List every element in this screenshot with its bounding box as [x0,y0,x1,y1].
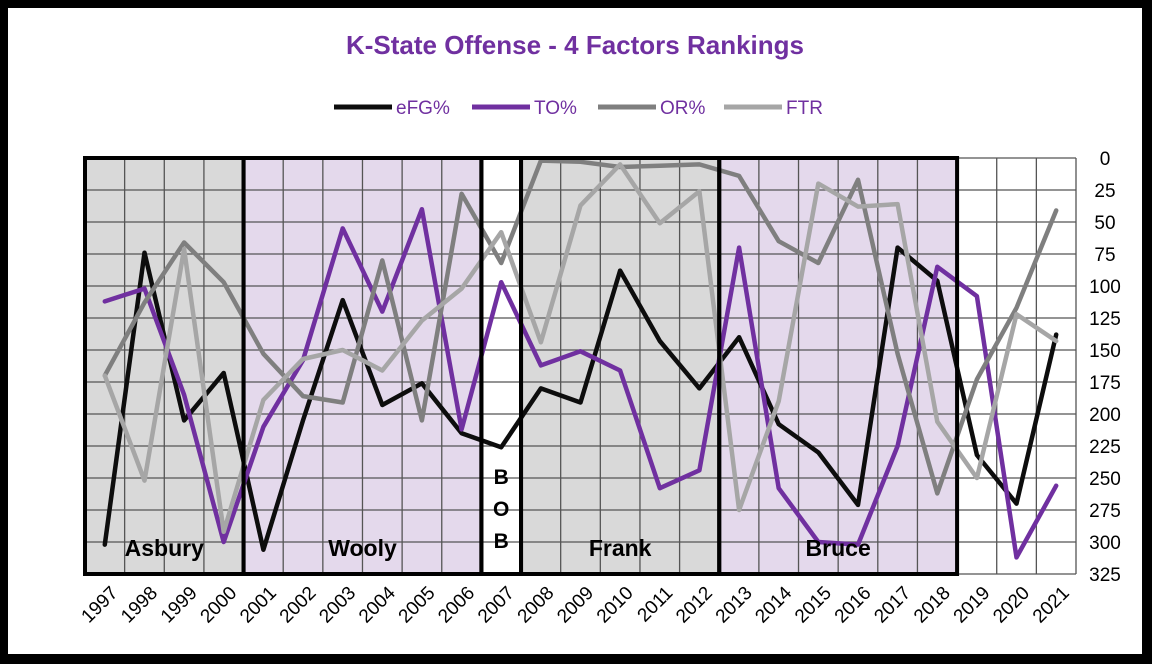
x-tick-label-2003: 2003 [315,583,360,628]
x-tick-label-2000: 2000 [197,583,242,628]
era-label-0: Asbury [125,535,204,561]
x-tick-label-2011: 2011 [634,583,678,627]
x-tick-label-2019: 2019 [950,583,995,628]
series-line-to [102,206,1059,560]
series-line-or [102,158,1059,496]
series-lines [102,158,1059,560]
legend-item-efg: eFG% [334,98,450,119]
gridlines [84,157,1077,575]
x-tick-label-2002: 2002 [276,583,321,628]
x-tick-label-2005: 2005 [395,583,440,628]
y-tick-label-2: 50 [1094,213,1115,234]
x-tick-label-2013: 2013 [712,583,757,628]
y-tick-label-0: 0 [1100,149,1111,170]
y-tick-label-11: 275 [1089,501,1121,522]
y-tick-label-12: 300 [1089,533,1121,554]
y-axis-ticks: 0 25 50 75 100 125 150 175 200 225 250 275 300 325 [1089,149,1121,586]
x-tick-label-2018: 2018 [910,583,955,628]
x-tick-label-2008: 2008 [514,583,559,628]
x-tick-label-2004: 2004 [355,582,400,627]
legend-label-to: TO% [534,98,577,119]
x-tick-label-1998: 1998 [117,583,162,628]
era-labels: Asbury Wooly B O B Frank Bruce [125,466,871,561]
x-tick-label-2017: 2017 [870,583,915,628]
legend-item-or: OR% [598,98,706,119]
x-tick-label-2021: 2021 [1029,583,1074,628]
x-tick-label-2010: 2010 [593,583,638,628]
x-tick-label-2001: 2001 [236,583,281,628]
series-line-ftr [102,162,1059,535]
x-tick-label-2007: 2007 [474,583,519,628]
x-tick-label-2012: 2012 [672,583,717,628]
y-tick-label-8: 200 [1089,405,1121,426]
y-tick-label-4: 100 [1089,277,1121,298]
era-background-3 [521,158,720,574]
legend-label-or: OR% [660,98,706,119]
x-tick-label-2015: 2015 [791,583,836,628]
x-tick-label-2020: 2020 [989,583,1034,628]
y-tick-label-3: 75 [1094,245,1115,266]
series-line-efg [102,245,1059,552]
y-tick-label-5: 125 [1089,309,1121,330]
legend-item-ftr: FTR [724,98,823,119]
legend-label-efg: eFG% [396,98,450,119]
x-tick-label-1997: 1997 [78,583,123,628]
era-label-4: Bruce [806,535,871,561]
legend: eFG% TO% OR% FTR [334,98,823,119]
era-label-3: Frank [589,535,652,561]
chart-title: K-State Offense - 4 Factors Rankings [346,30,804,60]
era-label-1: Wooly [328,535,397,561]
y-tick-label-9: 225 [1089,437,1121,458]
era-borders [83,156,960,576]
four-factors-chart: K-State Offense - 4 Factors Rankings eFG… [78,30,1121,627]
y-tick-label-7: 175 [1089,373,1121,394]
chart-frame: K-State Offense - 4 Factors Rankings eFG… [8,8,1142,654]
legend-item-to: TO% [472,98,577,119]
x-tick-label-1999: 1999 [157,583,202,628]
era-border-4 [717,156,960,576]
x-tick-label-2016: 2016 [831,583,876,628]
legend-label-ftr: FTR [786,98,823,119]
y-tick-label-10: 250 [1089,469,1121,490]
y-tick-label-1: 25 [1094,181,1115,202]
x-tick-label-2014: 2014 [751,582,796,627]
y-tick-label-13: 325 [1089,565,1121,586]
y-tick-label-6: 150 [1089,341,1121,362]
x-tick-label-2006: 2006 [434,583,479,628]
x-axis-ticks: 1997199819992000200120022003200420052006… [78,582,1074,627]
x-tick-label-2009: 2009 [553,583,598,628]
